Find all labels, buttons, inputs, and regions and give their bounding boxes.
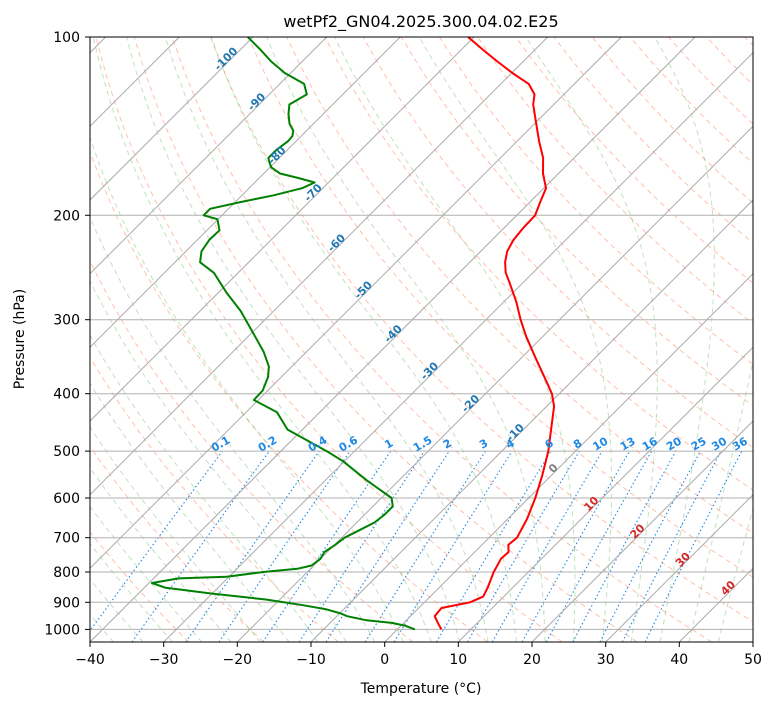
y-tick-label: 800 <box>53 565 80 581</box>
y-tick-label: 200 <box>53 208 80 224</box>
x-tick-label: 0 <box>380 652 389 668</box>
isotherm-gridlines <box>90 37 753 642</box>
moist-adiabat <box>525 37 658 642</box>
moist-adiabat <box>90 467 232 642</box>
moist-adiabat <box>90 505 203 642</box>
isotherm-gridline <box>90 37 475 422</box>
isotherm-gridline <box>90 37 254 201</box>
y-tick-label: 400 <box>53 387 80 403</box>
y-tick-label: 600 <box>53 491 80 507</box>
x-axis-label: Temperature (°C) <box>360 681 482 697</box>
series-layer <box>150 37 556 631</box>
x-tick-label: 40 <box>670 652 688 668</box>
dry-adiabat <box>133 37 638 642</box>
dry-adiabat <box>90 150 488 642</box>
dry-adiabat <box>95 37 563 642</box>
dewpoint-profile-line <box>150 37 416 631</box>
x-tick-label: 10 <box>449 652 467 668</box>
y-axis-label: Pressure (hPa) <box>12 289 28 389</box>
mixing-ratio-line <box>185 450 320 642</box>
mixing-ratio-line <box>131 450 270 642</box>
mixing-ratio-line <box>262 450 392 642</box>
x-axis-ticks: −40 −30 −20 −10 0 10 20 30 40 50 <box>75 642 762 668</box>
isotherm-gridline <box>90 37 328 275</box>
moist-adiabat <box>90 426 261 642</box>
moist-adiabat <box>334 37 576 642</box>
x-tick-label: 30 <box>597 652 615 668</box>
mixing-ratio-line <box>545 450 653 642</box>
moist-adiabat <box>266 37 546 642</box>
y-tick-label: 300 <box>53 313 80 329</box>
plot-frame <box>89 36 754 643</box>
mixing-ratio-line <box>393 450 513 642</box>
pressure-gridlines <box>90 37 753 630</box>
mixing-ratio-line <box>218 450 351 642</box>
mixing-ratio-line <box>572 450 677 642</box>
moist-adiabat <box>126 37 461 642</box>
moist-adiabat <box>90 578 144 642</box>
mixing-ratio-lines <box>90 450 743 642</box>
moist-adiabat <box>210 37 517 642</box>
moist-adiabat <box>418 37 613 642</box>
x-tick-label: 50 <box>744 652 762 668</box>
mixing-ratio-line <box>325 450 450 642</box>
x-tick-label: −40 <box>75 652 105 668</box>
isotherm-gridline <box>163 51 753 642</box>
x-tick-label: −20 <box>223 652 253 668</box>
moist-adiabat <box>90 215 376 642</box>
x-tick-label: −30 <box>149 652 179 668</box>
dry-adiabat <box>438 37 753 366</box>
isotherm-gridline <box>457 346 753 642</box>
dry-adiabat <box>90 531 190 642</box>
x-tick-label: −10 <box>296 652 326 668</box>
isotherm-gridline <box>384 272 753 642</box>
isotherm-gridline <box>90 37 401 349</box>
moist-adiabat <box>164 37 489 642</box>
moist-adiabat <box>90 135 404 642</box>
dry-adiabat <box>210 37 753 623</box>
moist-adiabat <box>654 37 715 642</box>
mixing-ratio-line <box>298 450 425 642</box>
dry-adiabat <box>90 356 339 642</box>
dry-adiabat <box>90 445 264 642</box>
dry-adiabats <box>90 37 753 642</box>
y-axis-ticks: 100 200 300 400 500 600 700 800 900 1000 <box>44 30 90 638</box>
moist-adiabat <box>92 37 432 642</box>
mixing-ratio-line <box>90 450 223 632</box>
moist-adiabat <box>90 382 290 642</box>
isotherm-gridline <box>90 37 549 496</box>
chart-title: wetPf2_GN04.2025.300.04.02.E25 <box>283 12 558 32</box>
isotherm-gridline <box>90 37 622 570</box>
y-tick-label: 700 <box>53 531 80 547</box>
y-tick-label: 900 <box>53 595 80 611</box>
y-tick-label: 100 <box>53 30 80 46</box>
temperature-profile-line <box>433 37 556 630</box>
isotherm-gridline <box>310 199 753 642</box>
moist-adiabat <box>90 542 173 642</box>
isotherm-gridline <box>90 37 696 642</box>
x-tick-label: 20 <box>523 652 541 668</box>
dry-adiabat <box>248 37 753 578</box>
isotherm-gridline <box>531 420 753 642</box>
y-tick-label: 1000 <box>44 622 80 638</box>
dry-adiabat <box>515 37 753 284</box>
dry-adiabat <box>400 37 753 407</box>
isotherm-gridline <box>605 493 753 642</box>
moist-adiabat <box>90 334 319 642</box>
y-tick-label: 500 <box>53 444 80 460</box>
dry-adiabat <box>171 37 712 642</box>
isotherm-gridline <box>236 125 753 642</box>
mixing-ratio-line <box>644 450 743 642</box>
mixing-ratio-line <box>521 450 630 642</box>
